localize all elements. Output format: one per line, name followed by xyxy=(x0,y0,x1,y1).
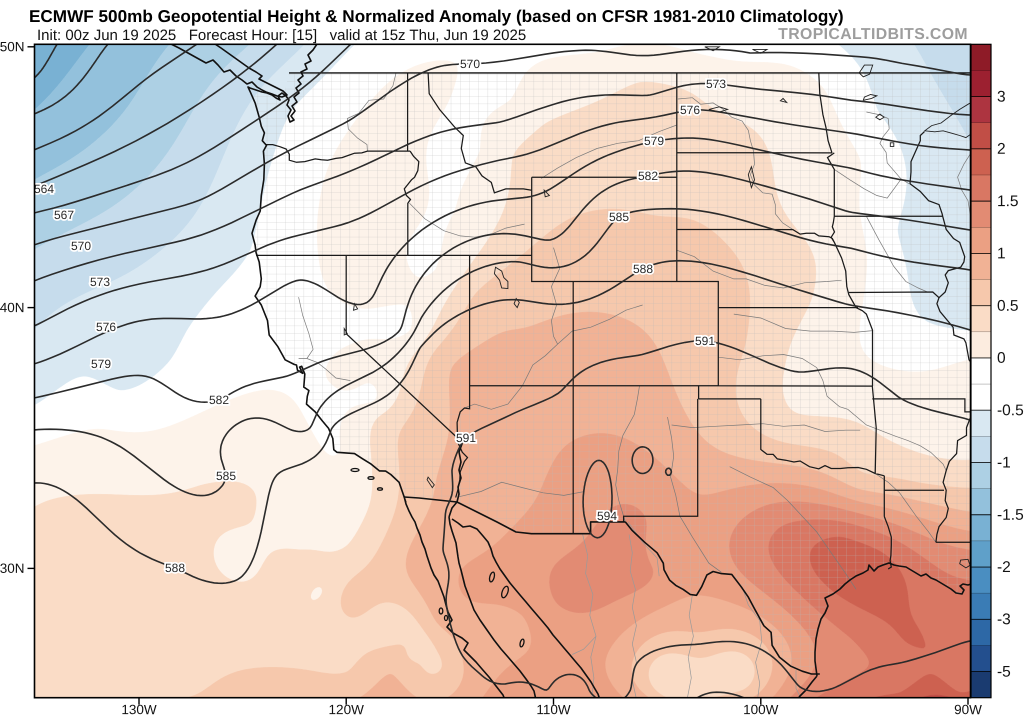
svg-text:-2: -2 xyxy=(997,559,1011,576)
svg-text:110W: 110W xyxy=(536,702,571,717)
svg-text:0.5: 0.5 xyxy=(997,298,1019,315)
svg-text:90W: 90W xyxy=(954,702,982,717)
svg-text:582: 582 xyxy=(209,393,229,407)
svg-text:570: 570 xyxy=(71,239,91,253)
svg-text:573: 573 xyxy=(90,275,110,289)
svg-text:573: 573 xyxy=(706,77,726,91)
svg-text:-1.5: -1.5 xyxy=(997,507,1024,524)
svg-text:564: 564 xyxy=(34,182,54,196)
svg-text:582: 582 xyxy=(638,169,658,183)
svg-text:591: 591 xyxy=(695,334,715,348)
svg-text:570: 570 xyxy=(460,57,480,71)
svg-text:579: 579 xyxy=(91,357,111,371)
svg-text:591: 591 xyxy=(456,431,476,445)
svg-text:576: 576 xyxy=(680,103,700,117)
svg-text:588: 588 xyxy=(165,561,185,575)
svg-text:3: 3 xyxy=(997,89,1006,106)
svg-text:1: 1 xyxy=(997,245,1006,262)
svg-text:-3: -3 xyxy=(997,611,1011,628)
svg-text:1.5: 1.5 xyxy=(997,193,1019,210)
svg-text:130W: 130W xyxy=(121,702,157,717)
svg-text:579: 579 xyxy=(644,134,664,148)
svg-text:585: 585 xyxy=(609,210,629,224)
svg-text:0: 0 xyxy=(997,350,1006,367)
svg-text:-5: -5 xyxy=(997,664,1011,681)
svg-text:2: 2 xyxy=(997,141,1006,158)
svg-text:567: 567 xyxy=(54,208,74,222)
svg-text:576: 576 xyxy=(96,320,116,334)
svg-text:594: 594 xyxy=(597,509,617,523)
svg-text:585: 585 xyxy=(216,469,236,483)
svg-text:100W: 100W xyxy=(743,702,779,717)
svg-text:-0.5: -0.5 xyxy=(997,402,1024,419)
svg-text:-1: -1 xyxy=(997,455,1011,472)
svg-text:50N: 50N xyxy=(0,39,25,54)
svg-text:588: 588 xyxy=(633,262,653,276)
svg-text:30N: 30N xyxy=(0,561,25,576)
svg-text:120W: 120W xyxy=(329,702,365,717)
svg-text:40N: 40N xyxy=(0,300,25,315)
